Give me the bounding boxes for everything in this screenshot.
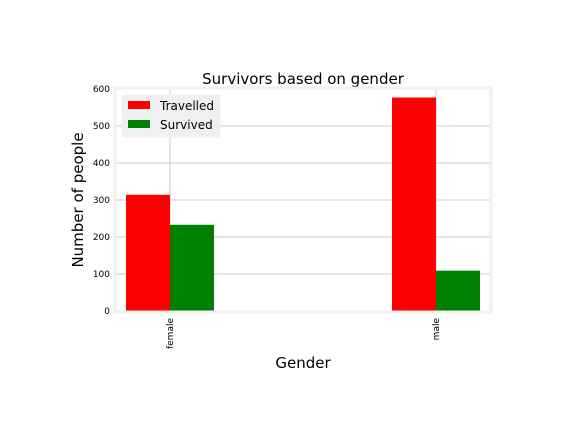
bar-travelled-female — [126, 194, 170, 311]
plot-border — [113, 86, 493, 314]
x-axis-label: Gender — [275, 354, 331, 372]
legend: Travelled Survived — [121, 94, 221, 138]
y-tick-label: 600 — [93, 85, 110, 95]
legend-swatch-travelled — [128, 101, 150, 109]
chart-title: Survivors based on gender — [202, 70, 405, 88]
bar-survived-male — [436, 270, 480, 311]
legend-label-survived: Survived — [160, 118, 213, 132]
legend-label-travelled: Travelled — [159, 99, 214, 113]
y-tick-label: 300 — [93, 196, 110, 206]
y-tick-label: 0 — [104, 307, 110, 317]
bars — [126, 97, 480, 311]
bar-survived-female — [170, 224, 214, 311]
tick-labels: 0 100 200 300 400 500 600 female male — [93, 85, 442, 349]
bar-travelled-male — [392, 97, 436, 311]
x-tick-label: female — [166, 318, 176, 349]
y-axis-label: Number of people — [69, 132, 87, 267]
legend-swatch-survived — [128, 120, 150, 128]
y-tick-label: 200 — [93, 233, 110, 243]
plot-frame — [113, 86, 493, 314]
x-tick-label: male — [432, 318, 442, 341]
y-tick-label: 400 — [93, 159, 110, 169]
y-tick-label: 500 — [93, 122, 110, 132]
y-tick-label: 100 — [93, 270, 110, 280]
